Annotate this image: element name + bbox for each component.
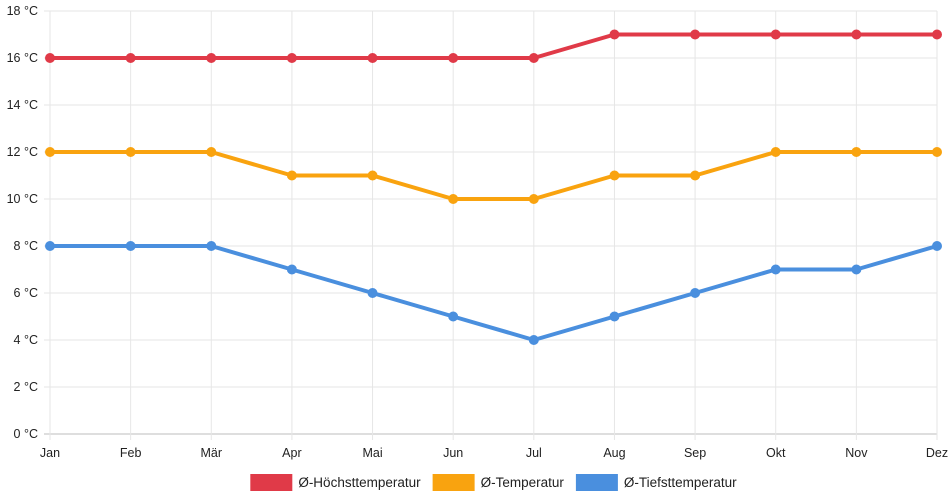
data-point bbox=[367, 53, 378, 63]
data-point bbox=[770, 29, 781, 40]
data-point bbox=[851, 29, 862, 40]
data-point bbox=[448, 194, 459, 204]
legend-swatch bbox=[250, 474, 293, 491]
series-line bbox=[48, 32, 939, 60]
x-tick-label: Jan bbox=[40, 446, 60, 460]
data-point bbox=[45, 53, 55, 63]
series-2 bbox=[45, 147, 942, 204]
data-point bbox=[851, 147, 862, 157]
data-point bbox=[125, 241, 136, 251]
legend-swatch bbox=[575, 474, 618, 491]
data-point bbox=[286, 170, 297, 181]
data-point bbox=[851, 264, 862, 275]
legend-item: Ø-Tiefsttemperatur bbox=[575, 474, 737, 491]
y-tick-label: 4 °C bbox=[14, 333, 38, 347]
data-point bbox=[609, 29, 620, 40]
data-point bbox=[690, 170, 701, 181]
data-point bbox=[448, 53, 459, 63]
legend-swatch bbox=[432, 474, 475, 491]
data-point bbox=[932, 29, 942, 40]
x-tick-label: Nov bbox=[845, 446, 868, 460]
legend: Ø-Höchsttemperatur Ø-Temperatur Ø-Tiefstte… bbox=[250, 474, 737, 491]
data-point bbox=[286, 53, 297, 63]
x-tick-label: Okt bbox=[766, 446, 786, 460]
series-line bbox=[48, 244, 939, 342]
data-point bbox=[932, 241, 942, 251]
x-axis: Jan Feb Mär Apr Mai Jun Jul Aug Sep Okt Nov Dez bbox=[40, 446, 948, 460]
series-3 bbox=[45, 241, 942, 345]
x-tick-label: Apr bbox=[282, 446, 301, 460]
y-tick-label: 6 °C bbox=[14, 286, 38, 300]
data-point bbox=[770, 264, 781, 275]
legend-item: Ø-Temperatur bbox=[432, 474, 565, 491]
y-tick-label: 10 °C bbox=[7, 192, 38, 206]
series-area bbox=[45, 29, 942, 345]
x-tick-label: Aug bbox=[603, 446, 625, 460]
data-point bbox=[609, 311, 620, 322]
y-tick-label: 8 °C bbox=[14, 239, 38, 253]
data-point bbox=[367, 288, 378, 298]
data-point bbox=[932, 147, 942, 157]
x-tick-label: Mär bbox=[201, 446, 223, 460]
y-tick-label: 2 °C bbox=[14, 380, 38, 394]
x-tick-label: Mai bbox=[362, 446, 382, 460]
data-point bbox=[206, 241, 217, 251]
data-point bbox=[448, 311, 459, 322]
data-point bbox=[690, 29, 701, 40]
grid bbox=[44, 10, 938, 440]
data-point bbox=[45, 147, 55, 157]
x-tick-label: Jun bbox=[443, 446, 463, 460]
y-axis: 0 °C 2 °C 4 °C 6 °C 8 °C 10 °C 12 °C 14 °C 16 °C… bbox=[7, 4, 38, 441]
x-tick-label: Sep bbox=[684, 446, 706, 460]
x-tick-label: Feb bbox=[120, 446, 142, 460]
y-tick-label: 14 °C bbox=[7, 98, 38, 112]
series-1 bbox=[45, 29, 942, 63]
data-point bbox=[125, 53, 136, 63]
y-tick-label: 12 °C bbox=[7, 145, 38, 159]
y-tick-label: 18 °C bbox=[7, 4, 38, 18]
legend-item: Ø-Höchsttemperatur bbox=[250, 474, 421, 491]
data-point bbox=[45, 241, 55, 251]
data-point bbox=[770, 147, 781, 157]
legend-label: Ø-Tiefsttemperatur bbox=[624, 475, 737, 490]
data-point bbox=[690, 288, 701, 298]
data-point bbox=[125, 147, 136, 157]
data-point bbox=[286, 264, 297, 275]
y-tick-label: 0 °C bbox=[14, 427, 38, 441]
data-point bbox=[528, 194, 539, 204]
data-point bbox=[528, 335, 539, 345]
legend-label: Ø-Höchsttemperatur bbox=[298, 475, 421, 490]
x-tick-label: Jul bbox=[526, 446, 542, 460]
data-point bbox=[206, 147, 217, 157]
legend-label: Ø-Temperatur bbox=[481, 475, 565, 490]
x-tick-label: Dez bbox=[926, 446, 948, 460]
data-point bbox=[609, 170, 620, 181]
data-point bbox=[528, 53, 539, 63]
y-tick-label: 16 °C bbox=[7, 51, 38, 65]
series-line bbox=[48, 150, 939, 201]
data-point bbox=[206, 53, 217, 63]
data-point bbox=[367, 170, 378, 181]
